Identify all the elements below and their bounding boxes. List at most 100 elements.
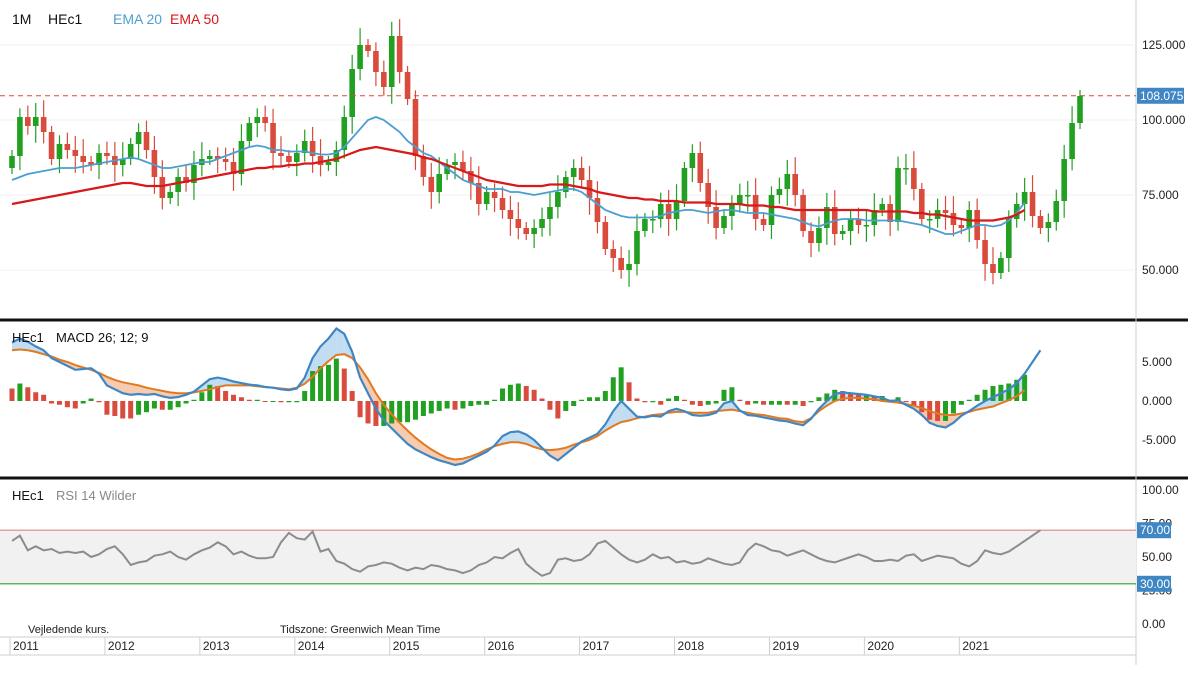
- candle-down: [460, 162, 466, 171]
- macd-histogram-bar: [286, 401, 292, 403]
- macd-histogram-bar: [17, 383, 23, 401]
- macd-histogram-bar: [634, 398, 640, 401]
- macd-histogram-bar: [974, 394, 980, 401]
- timezone-note: Tidszone: Greenwich Mean Time: [280, 624, 440, 636]
- candle-down: [958, 225, 965, 228]
- candle-up: [325, 162, 332, 165]
- candle-down: [982, 240, 988, 264]
- macd-histogram-bar: [215, 386, 221, 401]
- year-label: 2011: [13, 639, 39, 653]
- macd-histogram-bar: [753, 401, 759, 404]
- candle-up: [56, 144, 63, 159]
- candle-down: [365, 45, 371, 51]
- candle-up: [879, 204, 886, 210]
- macd-histogram-bar: [658, 401, 664, 405]
- candle-up: [238, 141, 245, 174]
- macd-histogram-bar: [476, 401, 482, 405]
- year-label: 2020: [867, 639, 894, 653]
- macd-histogram-bar: [903, 401, 909, 403]
- macd-tick-label: -5.000: [1142, 433, 1176, 447]
- macd-histogram-bar: [191, 399, 197, 401]
- candle-up: [32, 117, 39, 126]
- macd-fill-area: [360, 367, 368, 394]
- candle-up: [539, 219, 545, 228]
- macd-histogram-bar: [768, 401, 774, 405]
- macd-histogram-bar: [594, 397, 600, 401]
- candle-down: [404, 72, 411, 99]
- candle-down: [499, 198, 506, 210]
- macd-histogram-bar: [9, 388, 15, 401]
- macd-histogram-bar: [238, 397, 244, 401]
- macd-fill-area: [320, 338, 329, 369]
- candle-up: [776, 189, 783, 195]
- macd-histogram-bar: [1006, 383, 1012, 401]
- macd-histogram-bar: [571, 401, 577, 406]
- price-panel[interactable]: 50.000 75.000 100.000 125.000 108.075: [0, 19, 1186, 287]
- macd-histogram-bar: [349, 391, 355, 401]
- candle-down: [760, 219, 767, 225]
- macd-histogram-bar: [523, 386, 529, 401]
- candle-up: [167, 192, 174, 198]
- candle-down: [317, 156, 324, 165]
- macd-histogram-bar: [650, 401, 656, 403]
- candle-up: [744, 195, 751, 197]
- candle-up: [689, 153, 696, 168]
- macd-histogram-bar: [365, 401, 371, 424]
- macd-histogram-bar: [1014, 379, 1020, 401]
- macd-histogram-bar: [507, 384, 513, 401]
- macd-histogram-bar: [270, 401, 276, 402]
- candle-down: [1029, 192, 1036, 216]
- macd-histogram-bar: [112, 401, 118, 416]
- candle-down: [665, 204, 672, 219]
- candle-up: [1077, 96, 1083, 123]
- macd-histogram-bar: [492, 399, 498, 401]
- ema20-legend: EMA 20: [113, 11, 162, 27]
- macd-histogram-bar: [444, 401, 450, 409]
- macd-panel[interactable]: -5.000 0.000 5.000: [9, 327, 1177, 467]
- candle-down: [602, 222, 609, 249]
- rsi-params-label: RSI 14 Wilder: [56, 488, 137, 503]
- rsi-band-tag: [1137, 522, 1171, 539]
- candle-down: [88, 162, 94, 165]
- price-tick-label: 75.000: [1142, 188, 1179, 202]
- candle-down: [222, 159, 229, 162]
- candle-down: [950, 213, 957, 225]
- macd-histogram-bar: [626, 382, 632, 401]
- candle-up: [1006, 219, 1012, 258]
- macd-fill-area: [217, 377, 226, 387]
- macd-histogram-bar: [674, 396, 680, 401]
- macd-histogram-bar: [1022, 374, 1028, 401]
- candle-up: [547, 207, 553, 219]
- macd-fill-area: [336, 328, 345, 355]
- macd-histogram-bar: [452, 401, 458, 410]
- time-axis[interactable]: 2011 2012 2013 2014 2015 2016 2017 2018 2019 2020…: [9, 637, 989, 655]
- year-label: 2021: [962, 639, 989, 653]
- macd-params-label: MACD 26; 12; 9: [56, 330, 149, 345]
- macd-histogram-bar: [666, 398, 672, 401]
- macd-histogram-bar: [302, 391, 308, 401]
- macd-histogram-bar: [697, 401, 703, 406]
- macd-histogram-bar: [737, 399, 743, 401]
- macd-histogram-bar: [919, 401, 925, 413]
- macd-histogram-bar: [207, 384, 213, 401]
- candle-down: [230, 162, 237, 174]
- year-label: 2012: [108, 639, 135, 653]
- macd-histogram-bar: [341, 368, 347, 401]
- candle-up: [531, 228, 537, 234]
- candle-up: [341, 117, 348, 150]
- candle-down: [412, 99, 419, 156]
- candle-up: [903, 168, 909, 170]
- price-tick-label: 100.000: [1142, 113, 1186, 127]
- macd-histogram-bar: [547, 401, 553, 410]
- macd-histogram-bar: [563, 401, 569, 411]
- macd-fill-area: [27, 341, 36, 352]
- candle-up: [452, 162, 458, 165]
- candle-down: [468, 171, 474, 183]
- candle-down: [80, 156, 86, 162]
- macd-fill-area: [399, 422, 408, 444]
- candle-up: [966, 210, 973, 228]
- macd-histogram-bar: [824, 393, 830, 401]
